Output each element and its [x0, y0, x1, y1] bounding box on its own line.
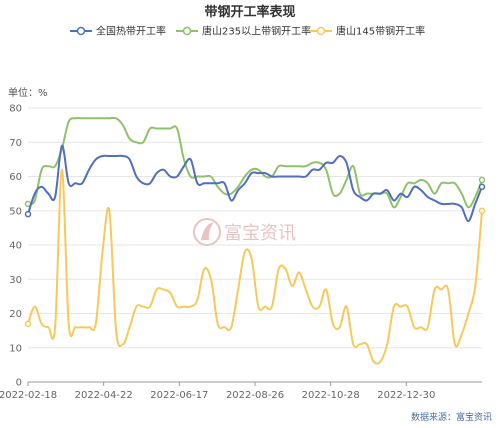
series-line-1	[27, 144, 483, 222]
chart-title: 带钢开工率表现	[204, 4, 295, 20]
unit-label: 单位：%	[8, 86, 48, 99]
y-tick-label: 50	[9, 206, 22, 217]
x-tick-label: 2022-08-26	[226, 390, 284, 401]
series-point-3-start	[24, 320, 32, 328]
axes: 0 10 20 30 40 50 60 70 80 2022-02-18 2022-04-22 202…	[0, 104, 482, 401]
x-tick-label: 2022-10-28	[302, 390, 360, 401]
y-tick-label: 30	[9, 275, 22, 286]
legend-marker-icon	[316, 26, 326, 36]
y-tick-label: 70	[9, 138, 22, 149]
grid	[28, 107, 482, 383]
y-tick-label: 40	[9, 241, 22, 252]
legend-marker-icon	[182, 26, 192, 36]
legend-label: 全国热带开工率	[96, 25, 166, 38]
series-line-3	[27, 168, 483, 365]
watermark: 富宝资讯	[193, 218, 296, 246]
watermark-text: 富宝资讯	[224, 223, 296, 244]
series-point-3-end	[478, 207, 486, 214]
legend-label: 唐山145带钢开工率	[336, 25, 425, 38]
legend-item-3[interactable]: 唐山145带钢开工率	[310, 25, 425, 38]
legend-marker-icon	[76, 26, 86, 36]
x-tick-label: 2022-04-22	[75, 390, 133, 401]
y-tick-label: 80	[9, 104, 22, 115]
series-lines	[24, 116, 486, 365]
legend: 全国热带开工率 唐山235以上带钢开工率 唐山145带钢开工率	[70, 25, 425, 38]
x-tick-label: 2022-12-30	[377, 390, 435, 401]
legend-item-2[interactable]: 唐山235以上带钢开工率	[176, 25, 311, 38]
series-point-2-end	[478, 176, 486, 184]
y-tick-label: 60	[9, 172, 22, 183]
series-line-2	[27, 116, 483, 209]
watermark-logo-icon	[193, 218, 221, 246]
y-tick-label: 0	[16, 378, 22, 389]
series-point-1-end	[478, 183, 486, 191]
x-tick-label: 2022-06-17	[150, 390, 208, 401]
y-tick-label: 10	[9, 343, 22, 354]
series-point-1-start	[24, 210, 32, 218]
legend-label: 唐山235以上带钢开工率	[202, 25, 311, 38]
source-note: 数据来源：富宝资讯	[411, 411, 492, 423]
x-tick-label: 2022-02-18	[0, 390, 57, 401]
y-tick-label: 20	[9, 309, 22, 320]
legend-item-1[interactable]: 全国热带开工率	[70, 25, 166, 38]
